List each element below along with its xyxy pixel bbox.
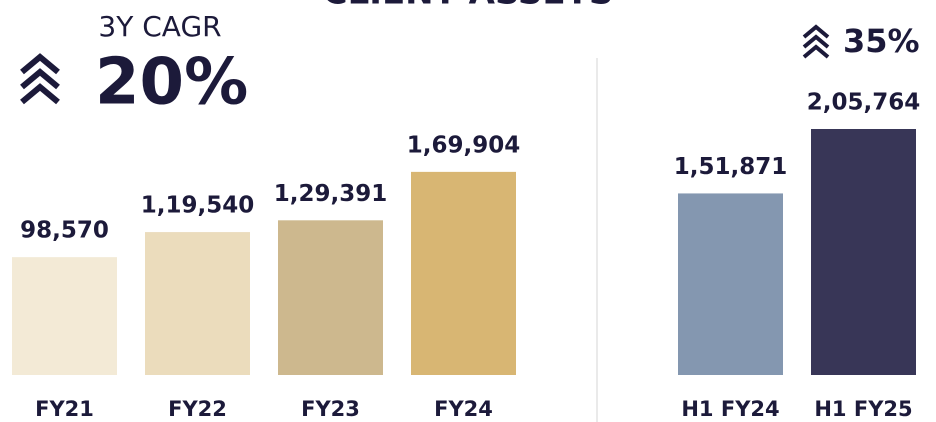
- bar: [278, 220, 383, 375]
- x-tick-label: H1 FY25: [814, 397, 912, 421]
- x-tick-label: FY22: [168, 397, 227, 421]
- bar: [145, 232, 250, 375]
- up-chevrons-icon: [802, 24, 830, 59]
- bar: [811, 129, 916, 375]
- data-label: 2,05,764: [807, 90, 921, 116]
- data-label: 1,19,540: [141, 193, 255, 219]
- data-label: 1,69,904: [407, 132, 521, 158]
- bar: [411, 171, 516, 375]
- x-tick-label: H1 FY24: [681, 397, 779, 421]
- x-tick-label: FY24: [434, 397, 493, 421]
- x-tick-label: FY23: [301, 397, 360, 421]
- cagr-value: 20%: [95, 46, 248, 120]
- data-label: 98,570: [20, 218, 109, 244]
- data-label: 1,51,871: [674, 154, 788, 180]
- growth-value: 35%: [843, 22, 920, 60]
- data-label: 1,29,391: [274, 181, 388, 207]
- bar: [678, 193, 783, 375]
- chart-title: CLIENT ASSETS: [323, 0, 614, 13]
- x-tick-label: FY21: [35, 397, 94, 421]
- cagr-label: 3Y CAGR: [98, 10, 221, 43]
- up-chevrons-icon: [20, 53, 60, 105]
- bar: [12, 257, 117, 375]
